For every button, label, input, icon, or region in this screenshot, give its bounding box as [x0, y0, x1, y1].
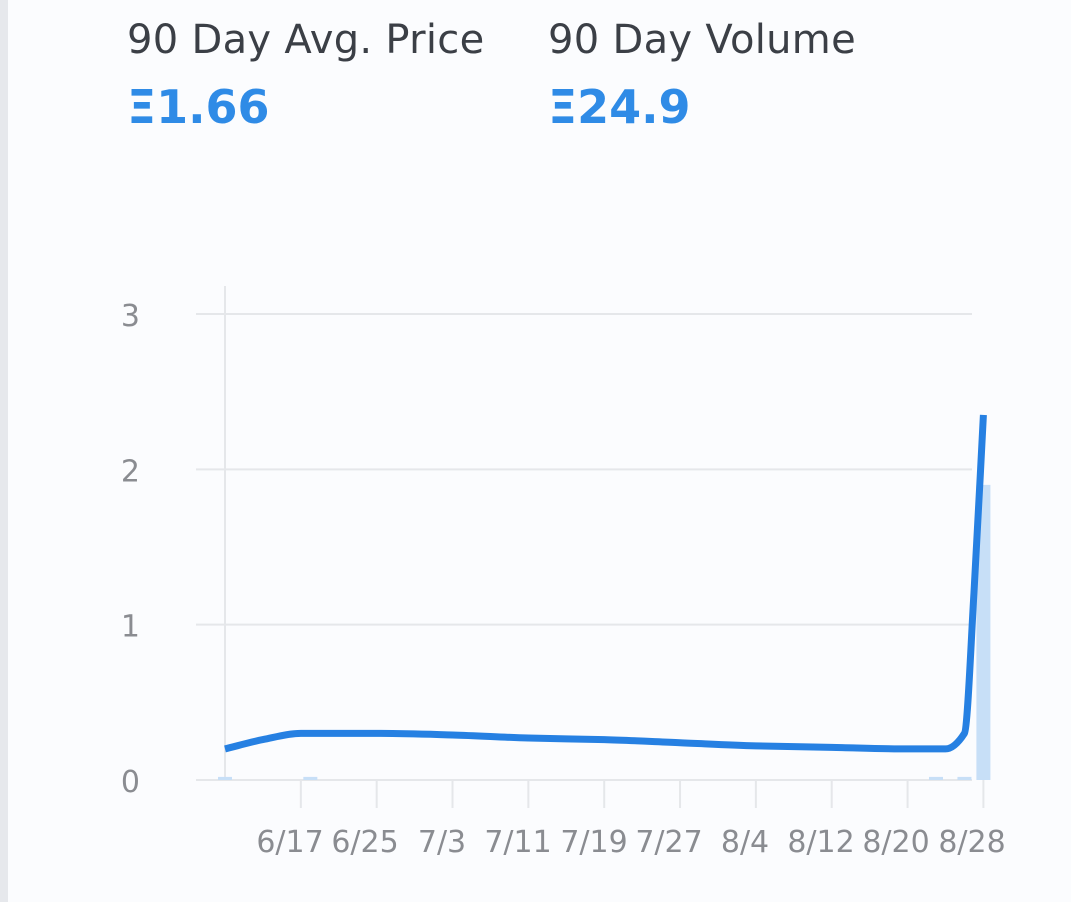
volume-bar	[976, 484, 991, 780]
x-tick-label: 8/28	[938, 825, 1005, 860]
avg-price-label: 90 Day Avg. Price	[127, 17, 485, 63]
price-line	[224, 414, 987, 753]
volume-stat: 90 Day Volume Ξ24.9	[548, 14, 856, 136]
x-tick-label: 6/25	[331, 825, 398, 860]
x-tick-label: 6/17	[256, 825, 323, 860]
avg-price-value: Ξ1.66	[127, 80, 270, 134]
volume-bar	[303, 776, 318, 780]
y-tick-label: 1	[121, 610, 140, 645]
volume-bar	[218, 776, 232, 780]
x-tick-label: 7/11	[484, 825, 551, 860]
volume-bar	[929, 776, 943, 780]
x-tick-label: 7/27	[635, 825, 702, 860]
y-tick-label: 2	[121, 454, 140, 489]
x-tick-label: 8/20	[862, 825, 929, 860]
y-tick-label: 3	[121, 299, 140, 334]
left-edge-divider	[0, 0, 8, 902]
x-tick-label: 7/3	[418, 825, 466, 860]
x-tick-label: 8/4	[721, 825, 769, 860]
x-tick-label: 8/12	[787, 825, 854, 860]
volume-label: 90 Day Volume	[548, 17, 856, 63]
y-tick-label: 0	[121, 765, 140, 800]
volume-value: Ξ24.9	[548, 80, 691, 134]
volume-bar	[957, 776, 972, 780]
avg-price-stat: 90 Day Avg. Price Ξ1.66	[127, 14, 485, 136]
x-tick-label: 7/19	[560, 825, 627, 860]
